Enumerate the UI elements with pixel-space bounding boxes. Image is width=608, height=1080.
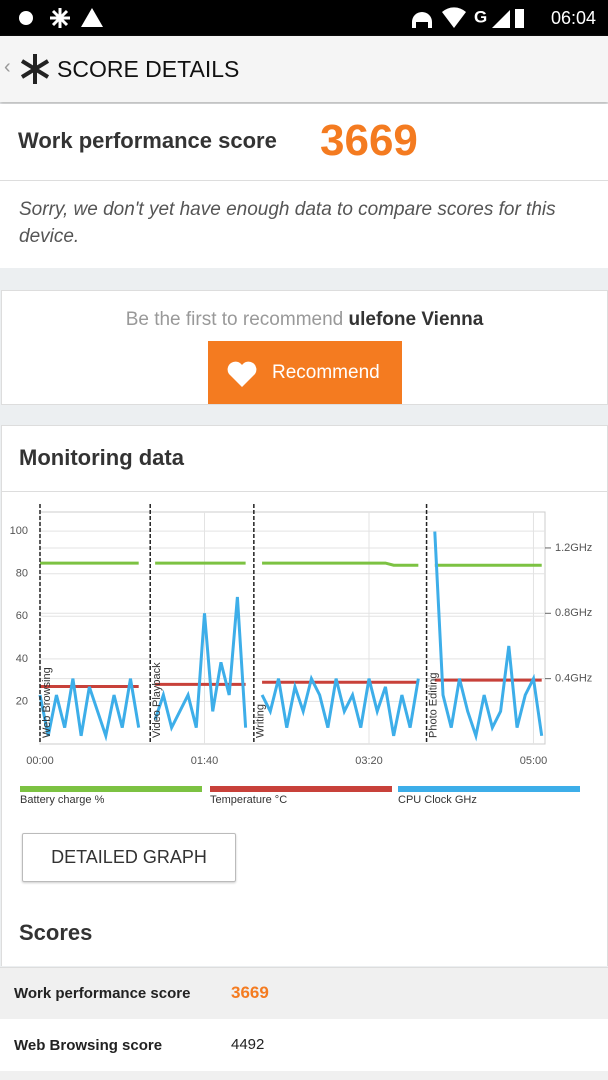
legend-label: CPU Clock GHz xyxy=(398,794,477,806)
legend-swatch xyxy=(398,786,580,792)
score-row: Work performance score 3669 xyxy=(0,967,608,1020)
y2-tick-label: 1.2GHz xyxy=(555,542,592,554)
chart: 20 40 60 80 100 0.4GHz 0.8GHz 1.2GHz 00:00 01:40 0… xyxy=(10,504,592,806)
device-name: ulefone Vienna xyxy=(348,309,484,330)
marker-label: Web Browsing xyxy=(41,667,53,738)
legend-label: Battery charge % xyxy=(20,794,105,806)
time: 06:04 xyxy=(550,8,596,28)
logo xyxy=(20,54,50,84)
marker-label: Writing xyxy=(255,704,267,738)
y-tick-label: 80 xyxy=(16,568,28,580)
row-label: Work performance score xyxy=(14,985,191,1002)
heart-icon xyxy=(227,361,257,387)
row-label: Web Browsing score xyxy=(14,1037,163,1054)
row-value: 3669 xyxy=(231,983,269,1002)
plot-area xyxy=(39,511,546,745)
app-title: SCORE DETAILS xyxy=(57,56,240,82)
y-tick-label: 60 xyxy=(16,610,28,622)
y-tick-label: 100 xyxy=(10,525,28,537)
score: 3669 xyxy=(320,116,418,165)
monitoring-title: Monitoring data xyxy=(19,445,184,470)
score-note: Sorry, we don't yet have enough data to … xyxy=(19,199,556,247)
legend-swatch xyxy=(20,786,202,792)
y2-tick-label: 0.8GHz xyxy=(555,607,592,619)
app-bar: ‹ SCORE DETAILS xyxy=(0,36,608,102)
series-line xyxy=(40,561,542,567)
legend-swatch xyxy=(210,786,392,792)
y-tick-label: 20 xyxy=(16,695,28,707)
score-label: Work performance score xyxy=(18,128,277,153)
back[interactable]: ‹ xyxy=(4,56,11,78)
legend-label: Temperature °C xyxy=(210,794,287,806)
score-card: Work performance score 3669 Sorry, we do… xyxy=(0,104,608,268)
series-line xyxy=(38,531,544,742)
detailed-graph-button[interactable]: DETAILED GRAPH xyxy=(22,833,236,882)
svg-text:G: G xyxy=(474,7,487,26)
recommend-card: Be the first to recommend ulefone Vienna… xyxy=(1,290,608,405)
recommend-label: Recommend xyxy=(272,362,380,383)
row-value: 4492 xyxy=(231,1036,265,1053)
recommend-button[interactable]: Recommend xyxy=(208,341,402,404)
y2-tick-label: 0.4GHz xyxy=(555,673,592,685)
marker-label: Photo Editing xyxy=(427,673,439,738)
x-tick-label: 00:00 xyxy=(26,755,54,767)
x-tick-label: 05:00 xyxy=(520,755,548,767)
recommend-text: Be the first to recommend ulefone Vienna xyxy=(2,309,607,331)
status-icons: G xyxy=(19,7,524,28)
scores-title: Scores xyxy=(19,920,93,945)
x-tick-label: 03:20 xyxy=(355,755,383,767)
y-tick-label: 40 xyxy=(16,653,28,665)
x-tick-label: 01:40 xyxy=(191,755,219,767)
detailed-graph-label: DETAILED GRAPH xyxy=(51,847,207,867)
marker-label: Video Playback xyxy=(151,662,163,738)
score-row: Web Browsing score 4492 xyxy=(0,1019,608,1071)
recommend-prompt: Be the first to recommend xyxy=(125,309,344,330)
status-bar: G 06:04 xyxy=(0,0,608,36)
